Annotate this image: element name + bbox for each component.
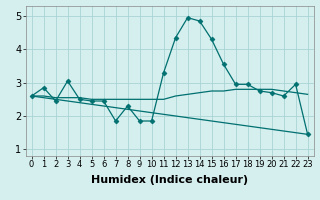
- X-axis label: Humidex (Indice chaleur): Humidex (Indice chaleur): [91, 175, 248, 185]
